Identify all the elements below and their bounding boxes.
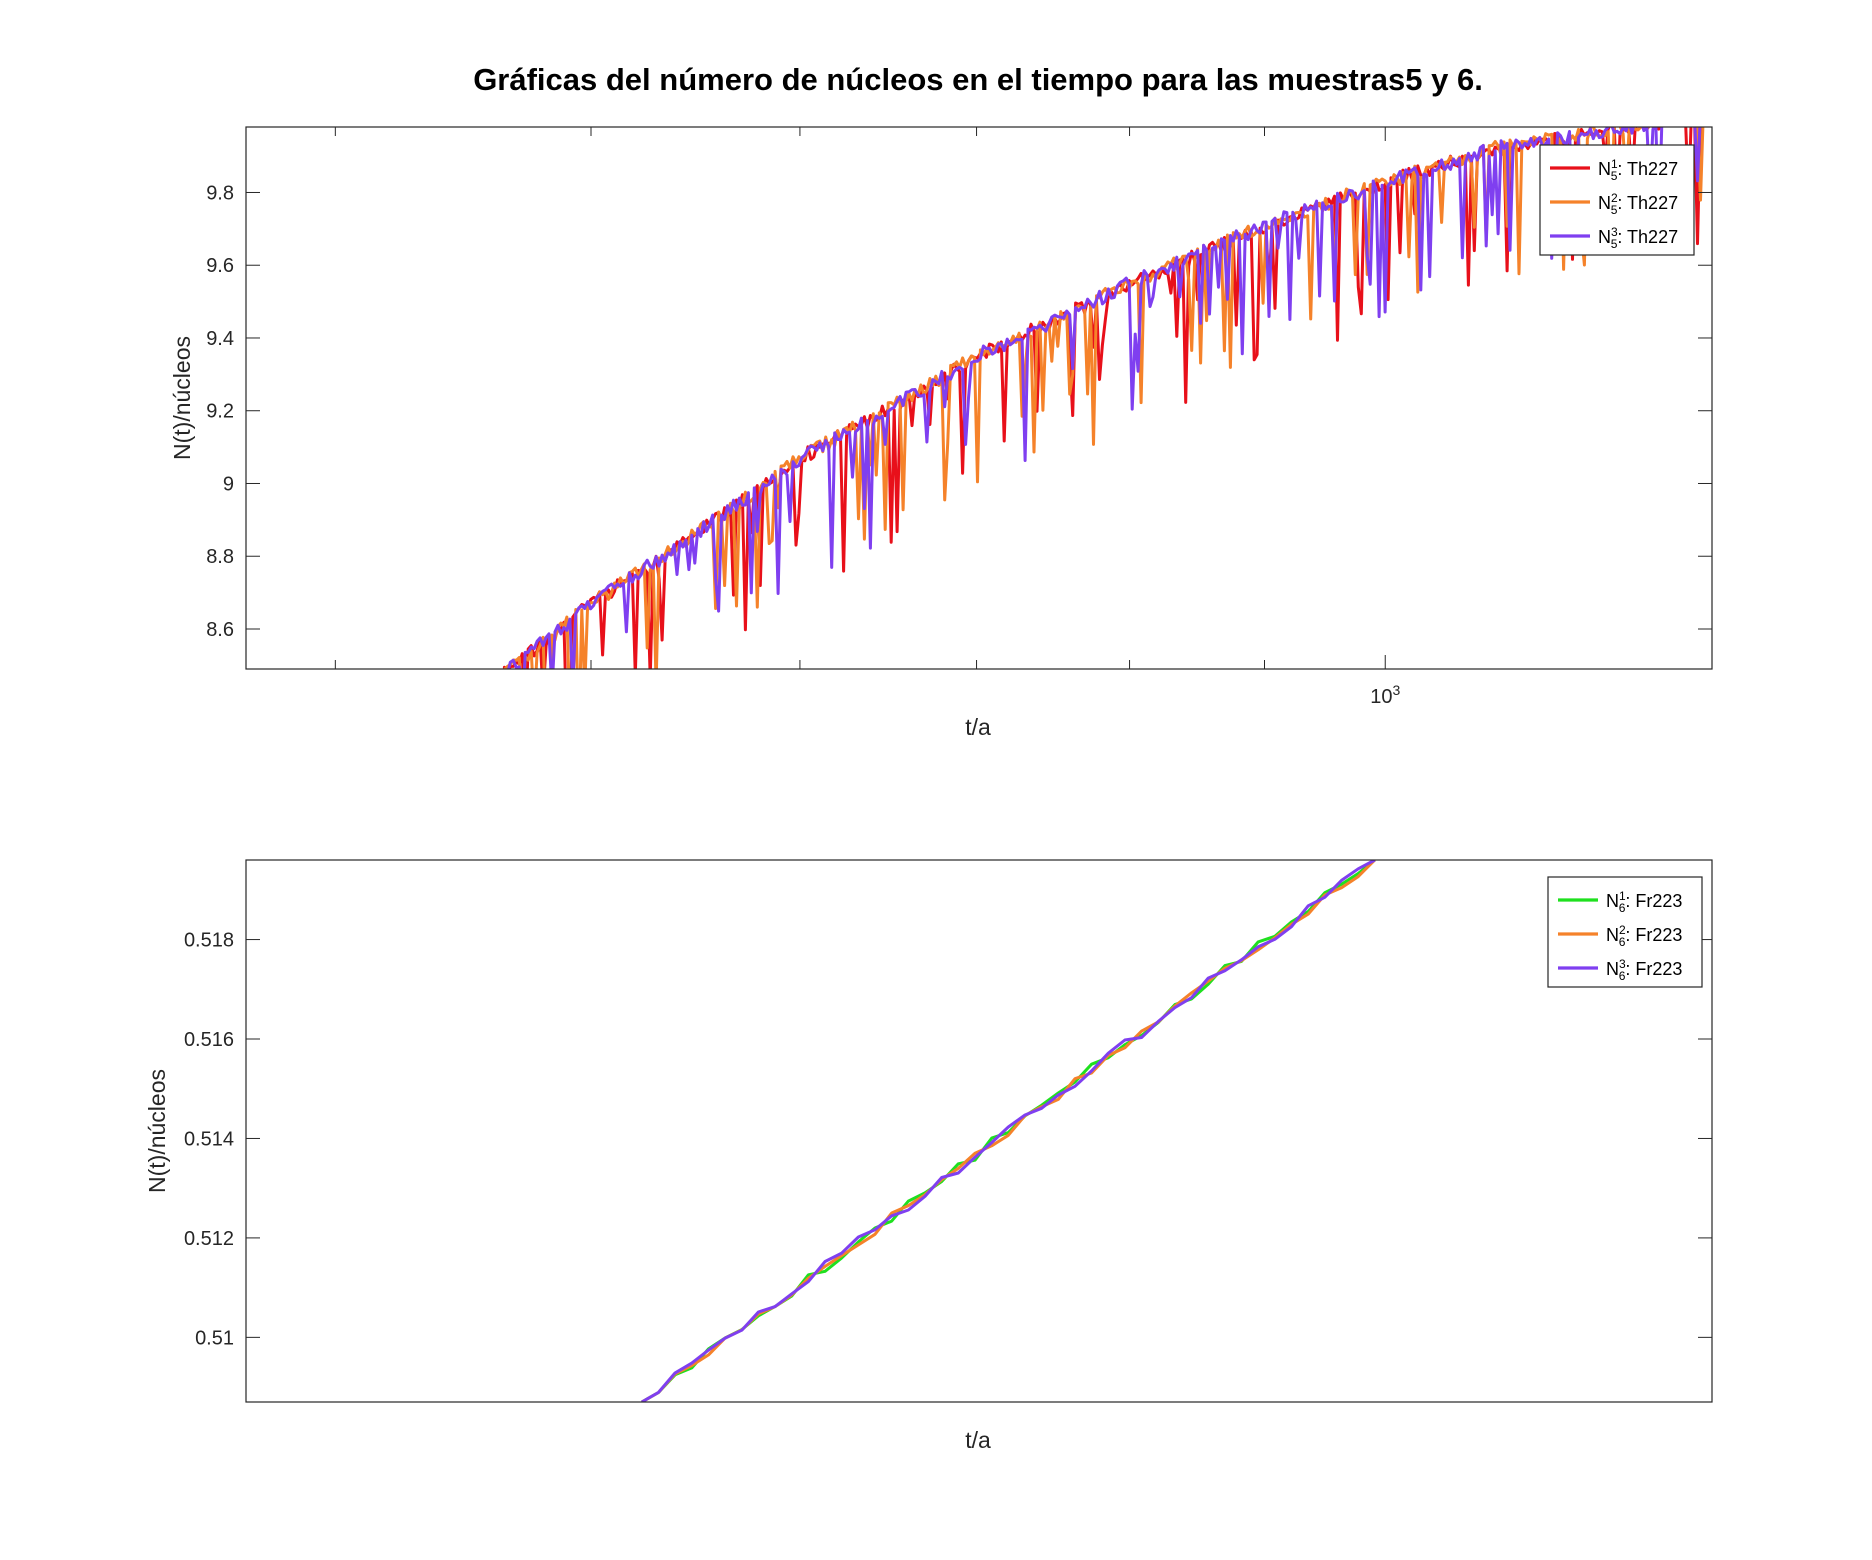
top-y-axis-label: N(t)/núcleos — [169, 336, 195, 460]
top-axes-frame — [245, 126, 1713, 670]
bottom-y-tick-label: 0.516 — [184, 1029, 234, 1051]
chart-title: Gráficas del número de núcleos en el tie… — [473, 62, 1483, 97]
top-y-tick-label: 9.8 — [206, 182, 234, 204]
top-y-tick-label: 9.4 — [206, 328, 234, 350]
bottom-y-tick-label: 0.518 — [184, 930, 234, 952]
bottom-y-tick-label: 0.514 — [184, 1128, 234, 1150]
top-y-tick-label: 8.8 — [206, 546, 234, 568]
top-y-tick-label: 9.2 — [206, 401, 234, 423]
bottom-legend: N1 6: Fr223 N2 6: Fr223 N3 6: Fr223 — [1547, 876, 1703, 988]
bottom-axes: 0.51 0.512 0.514 0.516 0.518 t/a N(t)/núcleo… — [144, 859, 1713, 1453]
bottom-series-line-3 — [641, 860, 1376, 1402]
bottom-y-tick-label: 0.51 — [195, 1327, 234, 1349]
top-series-line-3 — [507, 127, 1702, 669]
legend-entry-2: N2 5: Th227 — [1598, 191, 1678, 217]
bottom-ticks: 0.51 0.512 0.514 0.516 0.518 — [184, 930, 1712, 1349]
legend-entry-1: N1 6: Fr223 — [1606, 889, 1682, 915]
bottom-y-tick-label: 0.512 — [184, 1228, 234, 1250]
bottom-axes-frame — [245, 859, 1713, 1403]
bottom-series-lines — [641, 860, 1376, 1402]
top-ticks: 8.6 8.8 9 9.2 9.4 9.6 9.8 103 — [206, 127, 1712, 708]
legend-entry-3: N3 5: Th227 — [1598, 225, 1678, 251]
top-y-tick-label: 8.6 — [206, 619, 234, 641]
top-x-axis-label: t/a — [965, 714, 991, 740]
legend-entry-1: N1 5: Th227 — [1598, 157, 1678, 183]
top-y-tick-label: 9 — [223, 473, 234, 495]
bottom-plot-area — [246, 860, 1712, 1402]
bottom-x-axis-label: t/a — [965, 1427, 991, 1453]
top-legend: N1 5: Th227 N2 5: Th227 N3 5: Th227 — [1539, 144, 1695, 256]
legend-entry-2: N2 6: Fr223 — [1606, 923, 1682, 949]
bottom-y-axis-label: N(t)/núcleos — [144, 1069, 170, 1193]
top-series-lines — [502, 127, 1705, 669]
top-x-tick-label: 103 — [1370, 682, 1400, 708]
top-y-tick-label: 9.6 — [206, 255, 234, 277]
legend-entry-3: N3 6: Fr223 — [1606, 957, 1682, 983]
